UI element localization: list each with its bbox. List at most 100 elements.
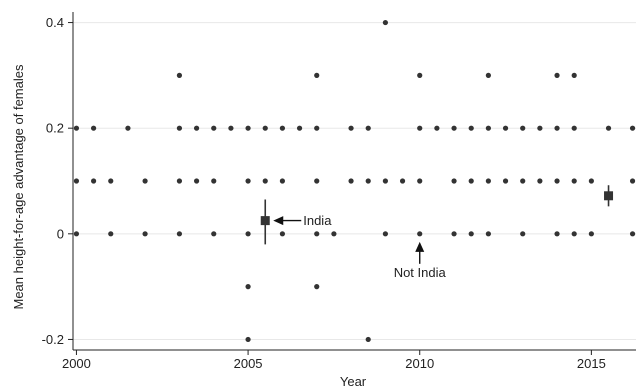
- data-point: [468, 125, 474, 131]
- grid-lines: [73, 22, 636, 340]
- data-point: [554, 231, 560, 237]
- data-point: [142, 231, 148, 237]
- data-point: [279, 231, 286, 237]
- data-point: [108, 231, 114, 237]
- annotation-arrowhead: [415, 241, 425, 252]
- data-point: [245, 125, 251, 131]
- data-point: [314, 231, 320, 237]
- data-point: [73, 231, 80, 237]
- data-point: [417, 178, 423, 184]
- data-point: [451, 125, 457, 131]
- data-point: [228, 125, 234, 131]
- data-point: [90, 125, 97, 131]
- data-point: [142, 178, 148, 184]
- data-point: [451, 231, 457, 237]
- data-point: [571, 178, 577, 184]
- data-point: [382, 19, 388, 26]
- data-point: [537, 125, 543, 131]
- y-axis-label: Mean height-for-age advantage of females: [11, 64, 26, 309]
- data-point: [73, 125, 80, 131]
- y-tick-label: -0.2: [42, 332, 64, 347]
- data-point: [193, 178, 200, 184]
- data-point: [348, 125, 354, 131]
- data-point: [348, 178, 354, 184]
- annotations: India Not India: [273, 213, 447, 280]
- x-tick-label: 2015: [577, 356, 606, 371]
- data-point: [485, 125, 491, 131]
- data-point: [485, 178, 491, 184]
- y-tick-label: 0.2: [46, 121, 64, 136]
- data-point: [176, 125, 183, 131]
- annotation-arrowhead: [273, 216, 284, 226]
- data-point: [571, 72, 577, 78]
- data-point: [537, 178, 543, 184]
- data-point: [193, 125, 200, 131]
- data-point: [485, 231, 491, 237]
- x-axis-ticks: 2000 2005 2010 2015: [62, 350, 606, 371]
- data-point: [296, 125, 303, 131]
- x-tick-label: 2000: [62, 356, 91, 371]
- data-point: [382, 178, 388, 184]
- y-tick-label: 0.4: [46, 15, 64, 30]
- data-point: [108, 178, 114, 184]
- data-point: [502, 178, 509, 184]
- data-point: [417, 72, 423, 78]
- data-point: [314, 125, 320, 131]
- data-point: [571, 125, 577, 131]
- data-point: [245, 284, 251, 290]
- data-point: [176, 178, 183, 184]
- y-axis-ticks: -0.2 0 0.2 0.4: [42, 15, 73, 347]
- data-point: [262, 178, 268, 184]
- data-point: [279, 125, 286, 131]
- data-point: [588, 231, 594, 237]
- data-points: [73, 19, 636, 343]
- x-axis-label: Year: [340, 374, 367, 387]
- data-point: [331, 231, 337, 237]
- data-point: [571, 231, 577, 237]
- data-point: [314, 178, 320, 184]
- data-point: [554, 178, 560, 184]
- data-point: [485, 72, 491, 78]
- data-point: [211, 125, 217, 131]
- y-tick-label: 0: [57, 226, 64, 241]
- data-point: [417, 231, 423, 237]
- estimate-marker: [260, 216, 270, 226]
- data-point: [588, 178, 594, 184]
- data-point: [314, 284, 320, 290]
- data-point: [245, 336, 251, 343]
- data-point: [451, 178, 457, 184]
- data-point: [365, 336, 371, 343]
- annotation-label: Not India: [394, 265, 447, 280]
- data-point: [468, 231, 474, 237]
- x-tick-label: 2005: [234, 356, 263, 371]
- data-point: [554, 125, 560, 131]
- data-point: [211, 178, 217, 184]
- data-point: [90, 178, 97, 184]
- data-point: [520, 125, 526, 131]
- estimate-marker: [604, 191, 614, 201]
- data-point: [629, 125, 636, 131]
- data-point: [434, 125, 440, 131]
- data-point: [554, 72, 560, 78]
- data-point: [605, 125, 612, 131]
- data-point: [245, 178, 251, 184]
- x-tick-label: 2010: [405, 356, 434, 371]
- data-point: [279, 178, 286, 184]
- data-point: [417, 125, 423, 131]
- data-point: [520, 231, 526, 237]
- estimates: [260, 185, 614, 245]
- data-point: [365, 178, 371, 184]
- data-point: [125, 125, 131, 131]
- data-point: [176, 72, 183, 78]
- data-point: [245, 231, 251, 237]
- data-point: [365, 125, 371, 131]
- data-point: [520, 178, 526, 184]
- data-point: [73, 178, 80, 184]
- data-point: [176, 231, 183, 237]
- data-point: [382, 231, 388, 237]
- data-point: [211, 231, 217, 237]
- data-point: [399, 178, 406, 184]
- data-point: [629, 178, 636, 184]
- data-point: [262, 125, 268, 131]
